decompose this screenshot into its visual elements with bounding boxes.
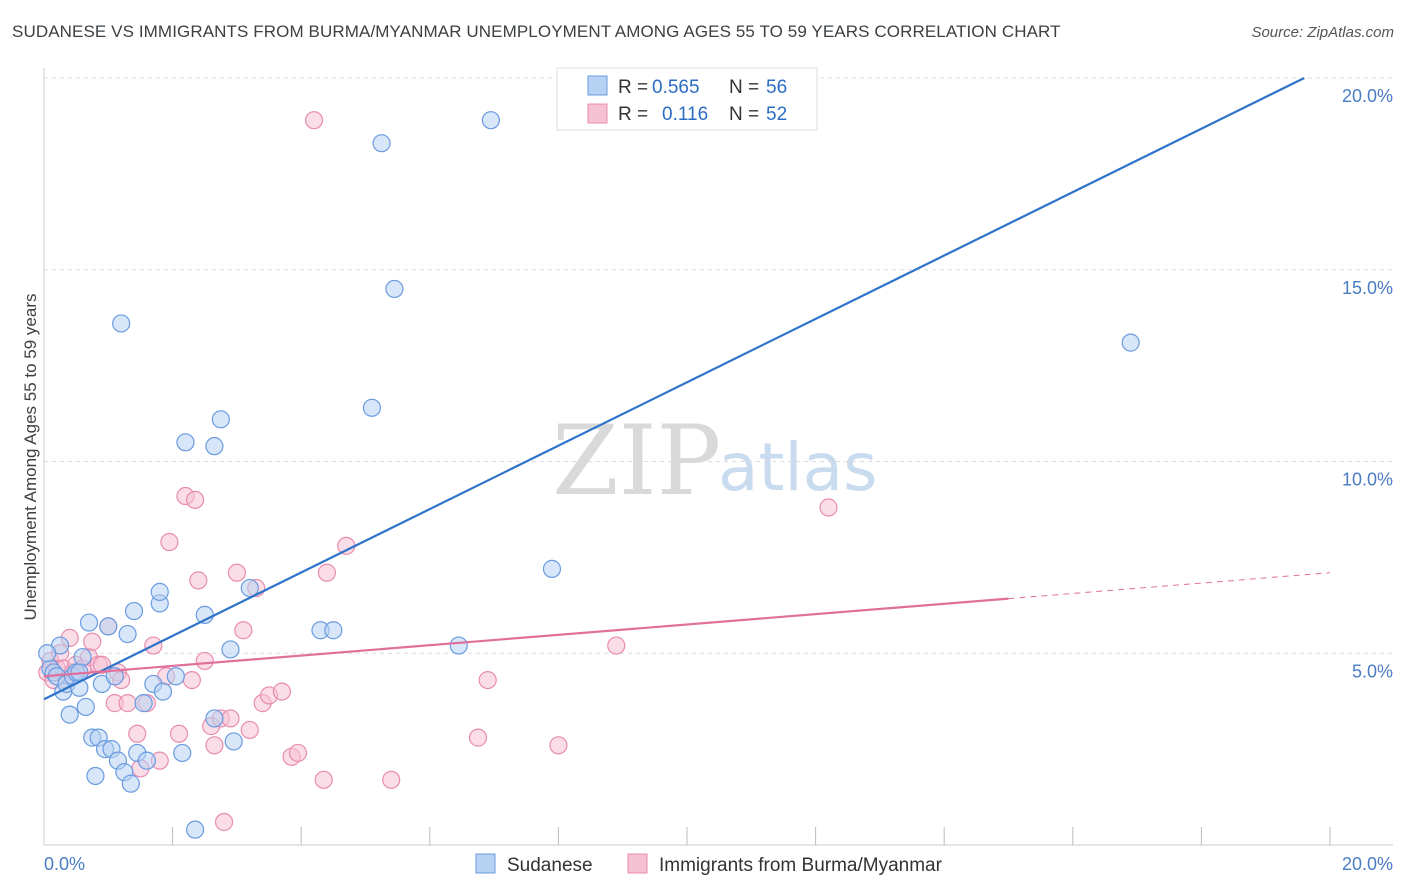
sudanese-point bbox=[186, 820, 205, 839]
burma-point bbox=[272, 682, 292, 701]
sudanese-point bbox=[372, 134, 391, 153]
sudanese-point bbox=[150, 582, 169, 601]
trend-lines bbox=[43, 77, 1331, 701]
sudanese-point bbox=[205, 437, 224, 456]
y-tick-label: 10.0% bbox=[1342, 470, 1393, 490]
legend-swatch-sudanese bbox=[587, 75, 608, 96]
sudanese-point bbox=[362, 398, 382, 417]
correlation-legend: R = 0.565 N = 56 R = 0.116 N = 52 bbox=[556, 67, 818, 131]
burma-point bbox=[214, 812, 234, 832]
sudanese-point bbox=[121, 774, 140, 793]
y-tick-label: 15.0% bbox=[1342, 278, 1393, 298]
source-label: Source: ZipAtlas.com bbox=[1251, 24, 1394, 41]
trend-line-burma-extension bbox=[1008, 572, 1331, 600]
sudanese-point bbox=[449, 636, 468, 655]
burma-point bbox=[189, 571, 208, 590]
sudanese-point bbox=[112, 314, 131, 333]
sudanese-point bbox=[38, 644, 57, 663]
sudanese-point bbox=[153, 682, 173, 701]
burma-point bbox=[128, 724, 147, 743]
burma-point bbox=[607, 636, 626, 655]
y-tick-label: 5.0% bbox=[1352, 661, 1393, 681]
watermark-atlas: atlas bbox=[718, 429, 878, 506]
bottom-legend-swatch-burma bbox=[627, 853, 648, 874]
axes bbox=[43, 68, 1393, 846]
sudanese-point bbox=[73, 647, 92, 667]
burma-point bbox=[234, 621, 253, 640]
sudanese-point bbox=[542, 559, 562, 578]
trend-line-burma bbox=[43, 597, 1009, 678]
burma-point bbox=[118, 694, 137, 713]
x-tick-label: 0.0% bbox=[44, 854, 85, 874]
trend-line-sudanese bbox=[43, 77, 1305, 701]
sudanese-point bbox=[76, 697, 95, 717]
legend-r-value: 0.116 bbox=[662, 104, 708, 125]
tick-labels: 5.0% 10.0% 15.0% 20.0% 0.0% 20.0% bbox=[44, 86, 1393, 874]
legend-n-label: N = bbox=[729, 77, 759, 98]
burma-point bbox=[186, 490, 205, 509]
burma-point bbox=[478, 670, 497, 690]
burma-point bbox=[182, 670, 201, 690]
sudanese-point bbox=[221, 640, 240, 659]
sudanese-point bbox=[240, 578, 259, 598]
sudanese-point bbox=[205, 709, 224, 728]
sudanese-point bbox=[481, 111, 500, 130]
burma-point bbox=[169, 724, 189, 743]
sudanese-point bbox=[166, 667, 185, 686]
y-axis-label: Unemployment Among Ages 55 to 59 years bbox=[21, 294, 40, 621]
sudanese-point bbox=[176, 433, 195, 452]
sudanese-point bbox=[224, 732, 243, 751]
bottom-legend-label-burma: Immigrants from Burma/Myanmar bbox=[659, 855, 943, 876]
burma-point bbox=[819, 498, 838, 517]
sudanese-point bbox=[324, 621, 343, 640]
burma-point bbox=[317, 563, 337, 582]
burma-point bbox=[468, 728, 488, 747]
x-tick-label: 20.0% bbox=[1342, 854, 1393, 874]
burma-point bbox=[195, 651, 214, 671]
legend-r-label: R = bbox=[618, 77, 648, 98]
burma-point bbox=[337, 536, 356, 555]
bottom-legend-label-sudanese: Sudanese bbox=[507, 855, 593, 876]
burma-point bbox=[205, 736, 224, 755]
bottom-legend-swatch-sudanese bbox=[475, 853, 496, 874]
burma-point bbox=[549, 736, 568, 755]
legend-n-value: 56 bbox=[766, 77, 787, 98]
sudanese-point bbox=[385, 279, 404, 299]
burma-point bbox=[240, 720, 259, 740]
sudanese-point bbox=[137, 751, 156, 770]
legend-swatch-burma bbox=[587, 103, 608, 124]
sudanese-point bbox=[134, 694, 153, 713]
legend-n-label: N = bbox=[729, 104, 759, 125]
burma-point bbox=[304, 111, 324, 130]
sudanese-point bbox=[124, 601, 144, 621]
burma-point bbox=[83, 632, 102, 651]
chart-title: SUDANESE VS IMMIGRANTS FROM BURMA/MYANMA… bbox=[12, 22, 1061, 41]
sudanese-point bbox=[99, 617, 118, 636]
burma-point bbox=[227, 563, 246, 582]
sudanese-point bbox=[118, 624, 137, 644]
legend-n-value: 52 bbox=[766, 104, 787, 125]
sudanese-point bbox=[79, 613, 99, 632]
sudanese-point bbox=[211, 410, 230, 429]
burma-point bbox=[221, 709, 240, 728]
burma-point bbox=[160, 532, 179, 552]
legend-r-label: R = bbox=[618, 104, 648, 125]
sudanese-point bbox=[86, 766, 105, 786]
burma-point bbox=[382, 770, 401, 789]
burma-point bbox=[288, 743, 308, 763]
sudanese-point bbox=[1121, 333, 1140, 352]
y-tick-label: 20.0% bbox=[1342, 86, 1393, 106]
sudanese-point bbox=[60, 705, 79, 724]
burma-point bbox=[314, 770, 333, 789]
series-legend: Sudanese Immigrants from Burma/Myanmar bbox=[475, 853, 943, 876]
legend-r-value: 0.565 bbox=[652, 77, 700, 98]
series-sudanese-points bbox=[38, 111, 1140, 839]
sudanese-point bbox=[173, 743, 192, 763]
